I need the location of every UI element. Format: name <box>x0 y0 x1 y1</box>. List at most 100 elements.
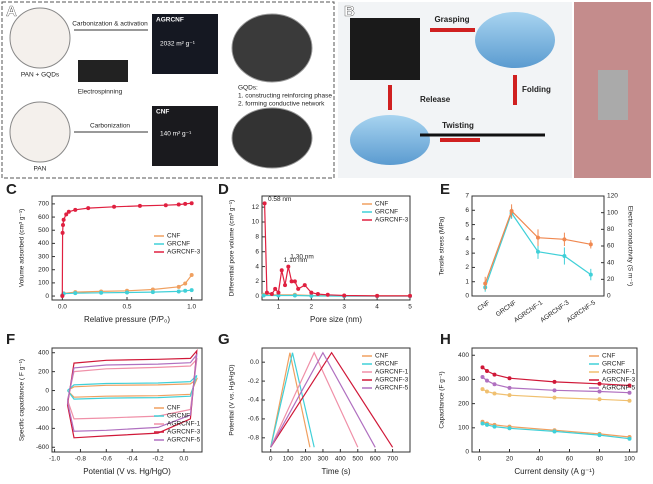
marker <box>283 283 288 288</box>
y-tick-label: 10 <box>252 219 260 226</box>
y-tick-label: 8 <box>255 234 259 241</box>
fiber-illustration <box>9 7 71 69</box>
plot-frame <box>51 347 203 453</box>
label: Grasping <box>434 15 469 24</box>
y-tick-label: 3 <box>465 250 469 257</box>
y-tick-label: -0.8 <box>248 435 260 442</box>
y-tick-label: 2 <box>255 278 259 285</box>
marker <box>492 391 497 396</box>
y-tick-label: 4 <box>255 263 259 270</box>
x-tick-label: 3 <box>342 304 346 311</box>
plot-frame <box>471 347 638 453</box>
marker <box>163 203 168 208</box>
marker <box>189 272 194 277</box>
series-line <box>66 352 198 432</box>
marker <box>627 436 632 441</box>
x-axis-title: Pore size (nm) <box>310 315 362 324</box>
marker <box>492 424 497 429</box>
y-tick-label: 0 <box>45 293 49 300</box>
x-tick-label: 300 <box>318 456 329 463</box>
x-axis-title: Time (s) <box>321 467 350 476</box>
panel-label: H <box>440 331 451 348</box>
x-axis-title: Potential (V vs. Hg/HgO) <box>83 467 171 476</box>
x-tick-label: 1 <box>277 304 281 311</box>
y2-tick-label: 0 <box>607 293 611 300</box>
label: GQDs: <box>238 85 258 92</box>
marker <box>289 279 294 284</box>
marker <box>492 372 497 377</box>
marker <box>264 290 269 295</box>
marker <box>552 429 557 434</box>
panel-label: B <box>344 3 355 20</box>
legend-label: AGRCNF-1 <box>375 369 409 376</box>
marker <box>176 284 181 289</box>
marker <box>183 281 188 286</box>
legend-label: AGRCNF-3 <box>167 249 201 256</box>
legend-label: AGRCNF-3 <box>375 377 409 384</box>
series-line <box>67 374 198 400</box>
plot-frame <box>261 195 411 301</box>
x-tick-label: 500 <box>352 456 363 463</box>
x-axis-title: Current density (A g⁻¹) <box>514 467 595 476</box>
y2-tick-label: 100 <box>607 209 618 216</box>
marker <box>269 292 274 297</box>
annotation: 1.10 nm <box>284 257 308 264</box>
label: 2032 m² g⁻¹ <box>160 41 196 48</box>
y2-axis-title: Electric conductivity (S m⁻¹) <box>626 206 633 286</box>
marker <box>485 368 489 373</box>
y-tick-label: 300 <box>458 376 469 383</box>
x-tick-label: 200 <box>300 456 311 463</box>
marker <box>536 235 540 240</box>
label: 1. constructing reinforcing phase <box>238 93 332 100</box>
marker <box>183 288 188 293</box>
y-tick-label: 200 <box>38 368 49 375</box>
label: PAN <box>34 166 47 173</box>
label: Carbonization <box>90 123 130 130</box>
label: Folding <box>522 85 551 94</box>
marker <box>309 293 314 298</box>
marker <box>73 291 78 296</box>
x-tick-label: -0.4 <box>127 456 139 463</box>
x-tick-label: -0.8 <box>75 456 87 463</box>
marker <box>562 237 567 242</box>
panel-label: A <box>6 3 17 20</box>
x-tick-label: 700 <box>387 456 398 463</box>
label: AGRCNF <box>156 17 184 24</box>
legend-label: AGRCNF-3 <box>602 377 636 384</box>
marker <box>483 281 488 286</box>
legend-label: AGRCNF-5 <box>375 385 409 392</box>
marker <box>588 272 593 277</box>
legend-label: AGRCNF-1 <box>167 421 201 428</box>
marker <box>485 389 489 394</box>
x-tick-label: 2 <box>310 304 314 311</box>
marker <box>507 376 512 381</box>
legend-label: CNF <box>167 233 180 240</box>
x-tick-label: 80 <box>596 456 604 463</box>
label: CNF <box>156 109 169 116</box>
marker <box>309 290 314 295</box>
x-tick-label: CNF <box>476 299 491 312</box>
y-tick-label: 5 <box>465 221 469 228</box>
x-tick-label: 0.0 <box>58 304 67 311</box>
legend-label: AGRCNF-3 <box>167 429 201 436</box>
marker <box>64 212 69 217</box>
y-tick-label: 1 <box>465 278 469 285</box>
x-tick-label: 0.5 <box>122 304 131 311</box>
marker <box>480 421 485 426</box>
marker <box>597 389 602 394</box>
y-tick-label: 400 <box>458 352 469 359</box>
y-tick-label: -0.2 <box>248 378 260 385</box>
marker <box>480 365 485 370</box>
marker <box>183 201 188 206</box>
y-tick-label: 100 <box>38 280 49 287</box>
legend-label: GRCNF <box>375 361 398 368</box>
x-tick-label: 100 <box>624 456 635 463</box>
marker <box>480 387 485 392</box>
y-axis-title: Capacitance (F g⁻¹) <box>439 371 446 428</box>
y-tick-label: 7 <box>465 193 469 200</box>
marker <box>627 390 632 395</box>
sem-image <box>231 13 313 83</box>
y2-tick-label: 20 <box>607 276 615 283</box>
y-tick-label: 0 <box>45 387 49 394</box>
marker <box>176 289 181 294</box>
